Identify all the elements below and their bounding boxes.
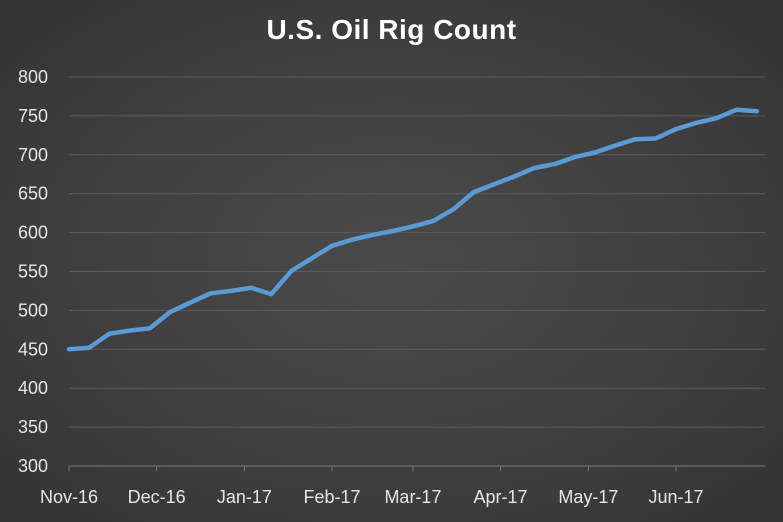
x-tick-label: Nov-16 (40, 487, 98, 507)
y-tick-label: 700 (18, 145, 48, 165)
y-tick-label: 550 (18, 262, 48, 282)
y-tick-label: 600 (18, 223, 48, 243)
chart-title: U.S. Oil Rig Count (266, 14, 517, 45)
y-tick-label: 500 (18, 300, 48, 320)
x-tick-label: May-17 (558, 487, 618, 507)
series-line (66, 107, 760, 352)
x-tick-label: Mar-17 (384, 487, 441, 507)
y-tick-label: 300 (18, 456, 48, 476)
y-tick-label: 750 (18, 106, 48, 126)
x-tick-label: Jun-17 (648, 487, 703, 507)
y-tick-label: 800 (18, 67, 48, 87)
x-tick-label: Jan-17 (217, 487, 272, 507)
y-tick-label: 450 (18, 339, 48, 359)
y-tick-label: 400 (18, 378, 48, 398)
x-tick-label: Feb-17 (303, 487, 360, 507)
y-tick-label: 650 (18, 184, 48, 204)
x-tick-label: Dec-16 (128, 487, 186, 507)
x-tick-label: Apr-17 (474, 487, 528, 507)
y-tick-label: 350 (18, 417, 48, 437)
